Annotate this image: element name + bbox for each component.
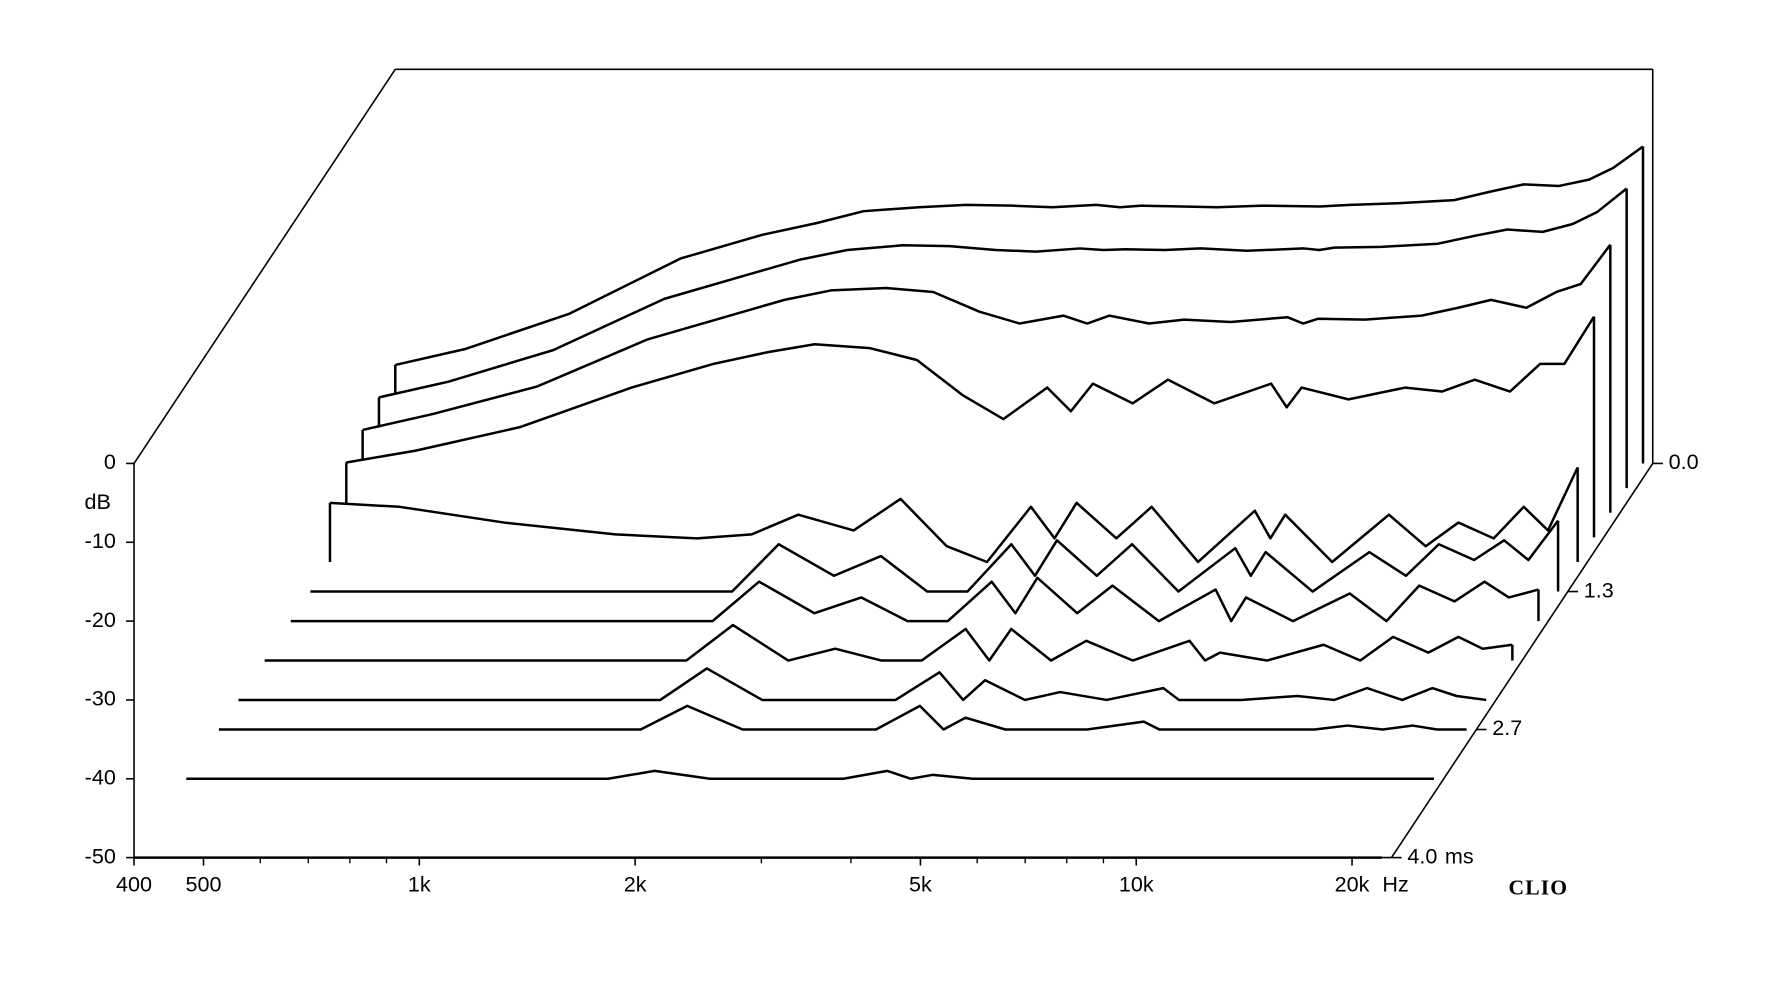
- slice-fill: [346, 316, 1594, 538]
- z-unit: ms: [1445, 843, 1474, 868]
- slice-line: [362, 243, 1612, 432]
- brand: CLIO: [1508, 875, 1568, 899]
- x-unit: Hz: [1382, 872, 1408, 897]
- x-tick-label: 10k: [1119, 872, 1154, 897]
- y-tick-label: -40: [85, 764, 116, 789]
- y-tick-label: -30: [85, 686, 116, 711]
- frame-edge: [133, 68, 396, 464]
- slice-fill: [290, 577, 1539, 622]
- x-tick-label: 20k: [1335, 872, 1370, 897]
- slice-line: [395, 145, 1644, 367]
- slice-line: [378, 187, 1628, 399]
- z-axis: [1390, 463, 1654, 859]
- slice-line: [329, 466, 1579, 564]
- y-tick-label: 0: [104, 449, 116, 474]
- x-tick-label: 5k: [909, 872, 932, 897]
- x-tick-label: 2k: [624, 872, 647, 897]
- x-tick-label: 1k: [408, 872, 431, 897]
- z-tick-label: 2.7: [1492, 715, 1522, 740]
- slice-line: [186, 769, 1434, 781]
- slice-line: [290, 576, 1539, 623]
- z-tick-label: 4.0: [1407, 843, 1437, 868]
- x-tick-label: 400: [116, 872, 152, 897]
- x-tick-label: 500: [186, 872, 222, 897]
- slice-fill: [310, 520, 1559, 592]
- z-tick-label: 0.0: [1669, 449, 1699, 474]
- slice-fill: [218, 705, 1467, 730]
- y-tick-label: -50: [85, 843, 116, 868]
- y-tick-label: -20: [85, 607, 116, 632]
- slice-line: [218, 704, 1467, 731]
- y-tick-label: -10: [85, 528, 116, 553]
- slice-line: [238, 667, 1487, 702]
- slice-fill: [329, 467, 1578, 562]
- slice-line: [310, 519, 1560, 593]
- y-axis-label: dB: [84, 489, 110, 514]
- slice-fill: [264, 625, 1513, 661]
- slice-fill: [238, 668, 1487, 700]
- z-tick-label: 1.3: [1584, 577, 1614, 602]
- slice-line: [346, 315, 1596, 464]
- slice-line: [264, 623, 1513, 662]
